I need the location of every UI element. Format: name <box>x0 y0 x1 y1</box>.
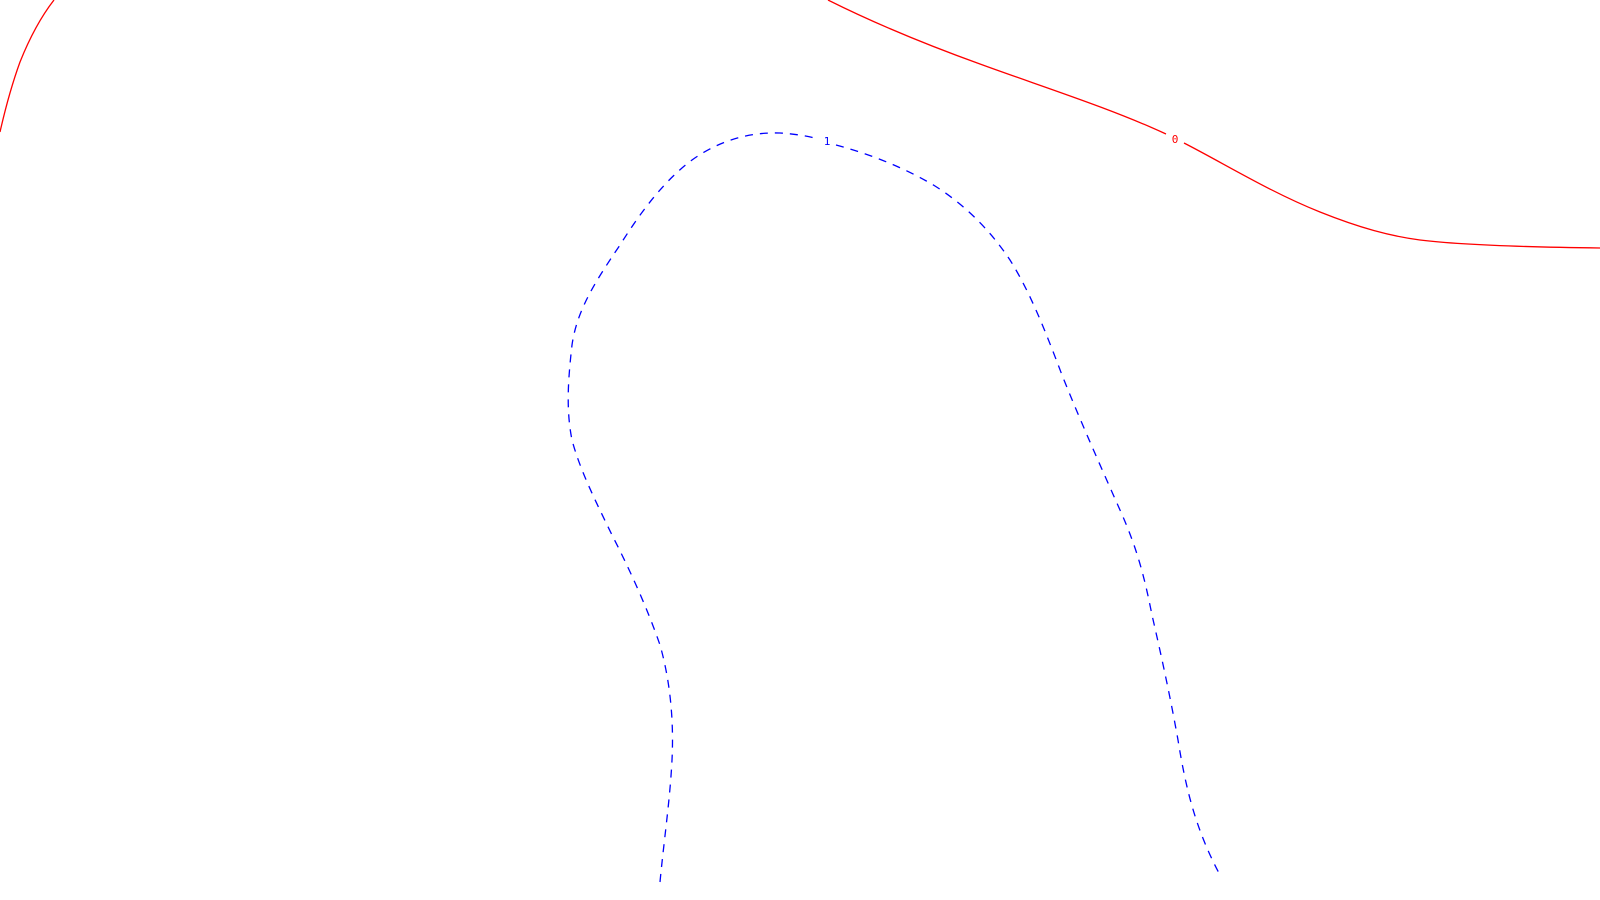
contour-0-line-left <box>0 0 55 133</box>
contour-1-label: 1 <box>824 135 831 148</box>
contour-0-label: 0 <box>1172 133 1179 146</box>
contour-0-line-right-a <box>827 0 1167 135</box>
contour-1-line-b <box>835 144 1221 876</box>
contour-1-line-a <box>567 132 819 883</box>
contour-0-line-right-b <box>1183 142 1600 249</box>
